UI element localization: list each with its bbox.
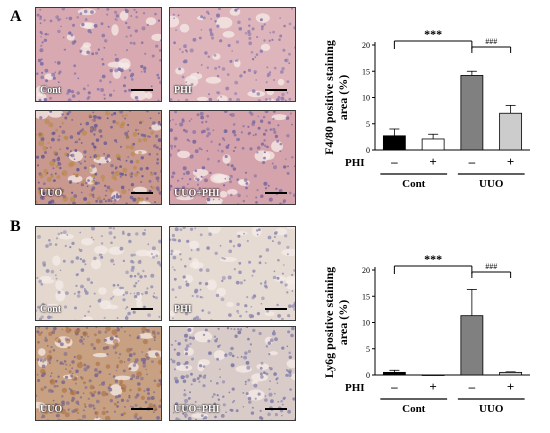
group-label: UUO — [479, 178, 504, 190]
bar — [421, 374, 445, 376]
bar — [382, 135, 406, 151]
phi-indicator: – — [468, 154, 476, 169]
micrograph-b-phi: PHI — [169, 226, 296, 321]
tissue-texture — [36, 8, 161, 101]
y-tick-label: 15 — [362, 67, 370, 76]
tissue-texture — [36, 327, 161, 420]
y-axis-label: Ly6g positive stainingarea (%) — [322, 267, 350, 378]
micrograph-b-uuo: UUO — [35, 326, 162, 421]
sig-label: *** — [424, 252, 442, 266]
phi-indicator: + — [429, 154, 436, 169]
factor-label: PHI — [345, 157, 365, 169]
phi-indicator: – — [390, 154, 398, 169]
scale-bar — [265, 192, 287, 194]
y-tick-label: 0 — [366, 146, 370, 155]
group-label: UUO — [479, 403, 504, 415]
tissue-texture — [170, 8, 295, 101]
phi-indicator: – — [390, 379, 398, 394]
micrograph-label: UUO — [40, 404, 63, 415]
tissue-texture — [36, 111, 161, 204]
bar — [382, 371, 406, 376]
bar — [460, 315, 484, 376]
y-tick-label: 5 — [366, 345, 370, 354]
scale-bar — [131, 408, 153, 410]
panel-letter-b: B — [10, 218, 21, 235]
y-tick-label: 15 — [362, 292, 370, 301]
group-label: Cont — [402, 178, 426, 190]
y-axis-label: F4/80 positive stainingarea (%) — [322, 40, 350, 155]
sig-label: ### — [485, 262, 497, 271]
micrograph-a-uuo-phi: UUO+PHI — [169, 110, 296, 205]
sig-label: *** — [424, 27, 442, 41]
bar — [421, 138, 445, 151]
group-label: Cont — [402, 403, 426, 415]
panel-letter-a: A — [10, 8, 22, 25]
y-tick-label: 5 — [366, 120, 370, 129]
y-tick-label: 10 — [362, 94, 370, 103]
y-tick-label: 0 — [366, 371, 370, 380]
micrograph-label: Cont — [40, 85, 62, 96]
bar — [499, 371, 523, 376]
scale-bar — [131, 192, 153, 194]
micrograph-a-cont: Cont — [35, 7, 162, 102]
scale-bar — [131, 89, 153, 91]
y-tick-label: 20 — [362, 41, 370, 50]
micrograph-label: UUO+PHI — [174, 188, 220, 199]
scale-bar — [265, 308, 287, 310]
f480-bar-chart: F4/80 positive stainingarea (%) 0 5 10 15 20 –… — [322, 27, 530, 190]
phi-indicator: + — [507, 379, 514, 394]
scale-bar — [265, 89, 287, 91]
tissue-texture — [170, 227, 295, 320]
scale-bar — [131, 308, 153, 310]
micrograph-label: PHI — [174, 85, 192, 96]
tissue-texture — [36, 227, 161, 320]
bar — [499, 112, 523, 151]
micrograph-a-phi: PHI — [169, 7, 296, 102]
micrograph-label: Cont — [40, 304, 62, 315]
phi-indicator: – — [468, 379, 476, 394]
micrograph-label: UUO+PHI — [174, 404, 220, 415]
phi-indicator: + — [507, 154, 514, 169]
scale-bar — [265, 408, 287, 410]
sig-label: ### — [485, 37, 497, 46]
micrograph-b-cont: Cont — [35, 226, 162, 321]
micrograph-a-uuo: UUO — [35, 110, 162, 205]
y-tick-label: 10 — [362, 319, 370, 328]
micrograph-b-uuo-phi: UUO+PHI — [169, 326, 296, 421]
phi-indicator: + — [429, 379, 436, 394]
ly6g-bar-chart: Ly6g positive stainingarea (%) 0 5 10 15 20 – +… — [322, 252, 530, 415]
y-tick-label: 20 — [362, 266, 370, 275]
tissue-texture — [170, 111, 295, 204]
tissue-texture — [170, 327, 295, 420]
bar — [460, 75, 484, 151]
micrograph-label: UUO — [40, 188, 63, 199]
factor-label: PHI — [345, 382, 365, 394]
micrograph-label: PHI — [174, 304, 192, 315]
